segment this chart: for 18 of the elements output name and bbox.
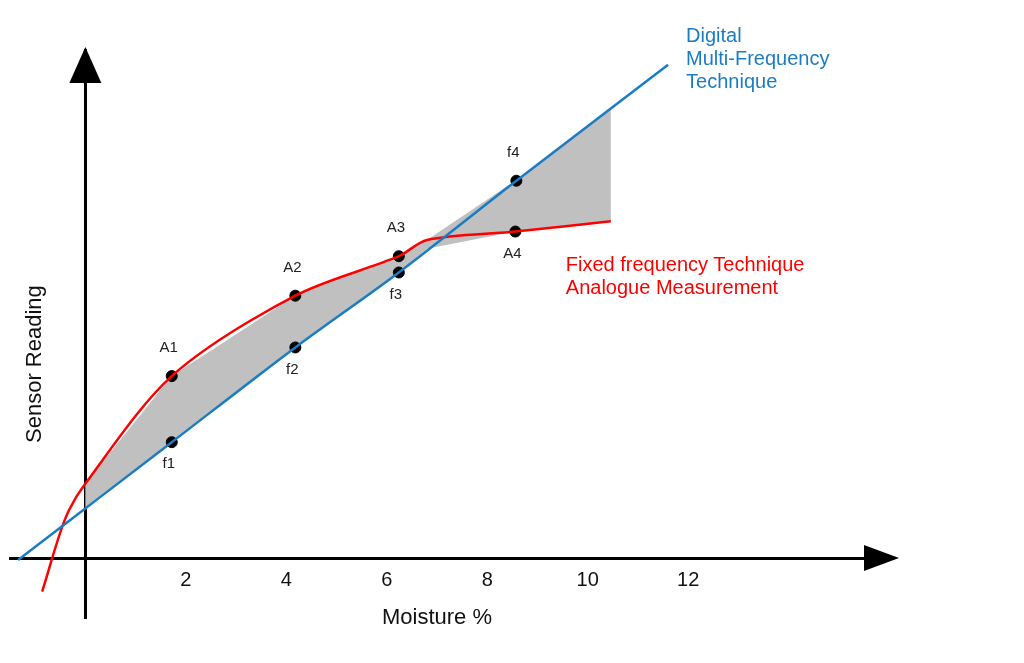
annotation: f3	[389, 284, 403, 302]
series-label: Fixed frequency Technique Analogue Measurement	[565, 252, 805, 298]
annotation: A4	[503, 243, 522, 261]
x-tick-label: 6	[381, 567, 393, 590]
x-axis-title: Moisture %	[381, 604, 493, 630]
annotation: f4	[507, 142, 520, 160]
x-tick-label: 4	[280, 567, 292, 590]
series-label: Digital Multi-Frequency Technique	[686, 24, 830, 93]
x-tick-label: 10	[576, 567, 599, 590]
y-axis-title: Sensor Reading	[21, 285, 47, 443]
annotation: A2	[283, 257, 302, 275]
annotation: f1	[162, 454, 176, 472]
x-tick-label: 12	[677, 567, 700, 590]
x-tick-label: 2	[180, 567, 192, 590]
x-tick-label: 8	[481, 567, 493, 590]
annotation: f2	[286, 359, 299, 377]
annotation: A3	[386, 218, 405, 236]
annotation: A1	[159, 338, 178, 356]
